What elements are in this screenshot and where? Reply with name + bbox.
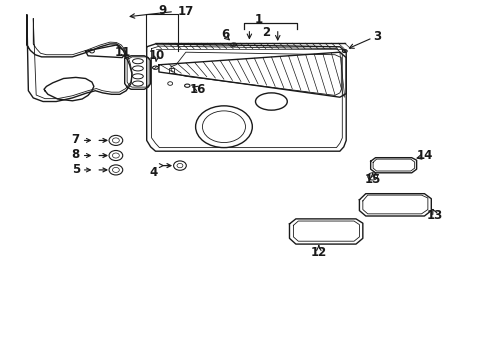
Text: 14: 14 <box>415 149 432 162</box>
Text: 8: 8 <box>72 148 80 161</box>
Bar <box>168 68 173 73</box>
Text: 16: 16 <box>189 83 206 96</box>
Text: 11: 11 <box>115 46 131 59</box>
Text: 15: 15 <box>364 173 380 186</box>
Text: 13: 13 <box>426 209 443 222</box>
Text: 12: 12 <box>310 246 326 258</box>
Text: 3: 3 <box>373 30 381 43</box>
Text: 4: 4 <box>150 166 158 179</box>
Text: 1: 1 <box>255 13 263 26</box>
Text: 10: 10 <box>148 49 164 62</box>
Text: 9: 9 <box>158 4 166 17</box>
Text: 6: 6 <box>221 28 228 41</box>
Text: 5: 5 <box>72 163 80 176</box>
Text: 7: 7 <box>72 133 80 146</box>
Text: 2: 2 <box>262 26 270 39</box>
Text: 17: 17 <box>177 5 194 18</box>
